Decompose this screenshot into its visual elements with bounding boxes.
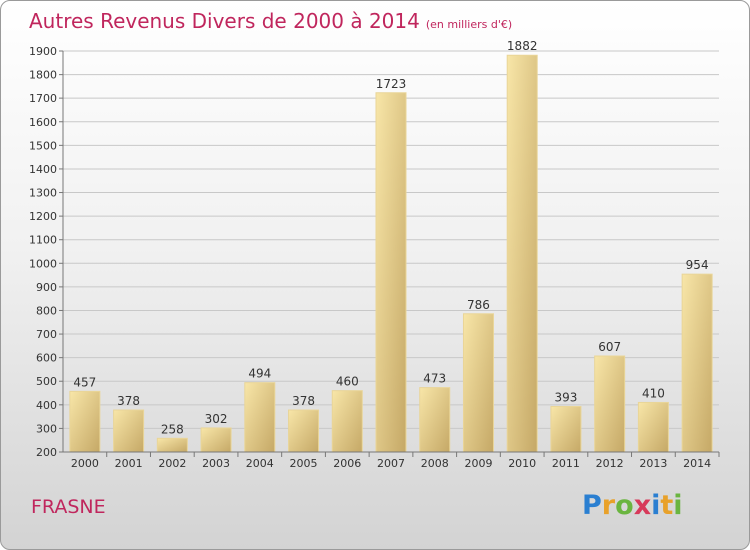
y-tick-label: 1700 [29, 92, 57, 105]
logo-letter: x [633, 490, 652, 521]
bar [156, 437, 188, 453]
y-tick-label: 600 [36, 352, 57, 365]
commune-name: FRASNE [31, 496, 106, 518]
y-tick-label: 200 [36, 446, 57, 459]
x-tick-label: 2004 [246, 457, 274, 470]
logo-letter: i [651, 490, 661, 521]
data-label: 457 [73, 375, 96, 389]
data-label: 258 [161, 422, 184, 436]
bar [200, 427, 232, 453]
x-tick-label: 2010 [508, 457, 536, 470]
y-tick-label: 300 [36, 422, 57, 435]
x-tick-label: 2011 [552, 457, 580, 470]
data-label: 607 [598, 340, 621, 354]
chart-title: Autres Revenus Divers de 2000 à 2014 (en … [29, 9, 512, 33]
logo-letter: t [660, 490, 674, 521]
proxiti-logo: Proxiti [582, 490, 683, 521]
y-tick-label: 1600 [29, 116, 57, 129]
y-axis: 200 300 400 500 600 700 800 900 1000 1100 1200 1300… [29, 45, 64, 459]
y-tick-label: 1000 [29, 257, 57, 270]
y-tick-label: 1900 [29, 45, 57, 58]
bar [288, 409, 320, 453]
x-tick-label: 2009 [464, 457, 492, 470]
data-label: 1882 [507, 39, 538, 53]
y-tick-label: 800 [36, 304, 57, 317]
data-label: 473 [423, 372, 446, 386]
bar [462, 313, 494, 453]
y-tick-label: 1400 [29, 163, 57, 176]
y-tick-label: 900 [36, 281, 57, 294]
y-tick-label: 400 [36, 399, 57, 412]
bar [331, 390, 363, 453]
bars: 457 378 258 302 494 378 460 1723 473 786 1882 393 60… [69, 39, 713, 453]
x-tick-label: 2013 [639, 457, 667, 470]
x-tick-label: 2001 [115, 457, 143, 470]
data-label: 378 [292, 394, 315, 408]
bar [681, 273, 713, 453]
bar [594, 355, 626, 453]
x-tick-label: 2003 [202, 457, 230, 470]
x-axis: 2000 2001 2002 2003 2004 2005 2006 2007 2008 2009… [63, 451, 720, 470]
data-label: 393 [554, 390, 577, 404]
data-label: 302 [205, 412, 228, 426]
bar [419, 387, 451, 453]
x-tick-label: 2012 [596, 457, 624, 470]
x-tick-label: 2002 [158, 457, 186, 470]
y-tick-label: 1200 [29, 210, 57, 223]
bar [244, 382, 276, 453]
y-tick-label: 1100 [29, 234, 57, 247]
chart-unit: (en milliers d'€) [425, 18, 513, 31]
bar [113, 409, 145, 453]
data-label: 1723 [376, 77, 407, 91]
data-label: 410 [642, 386, 665, 400]
bar [69, 390, 101, 453]
x-tick-label: 2006 [333, 457, 361, 470]
y-tick-label: 1800 [29, 69, 57, 82]
data-label: 378 [117, 394, 140, 408]
bar [637, 401, 669, 453]
bar [550, 405, 582, 453]
y-tick-label: 500 [36, 375, 57, 388]
y-tick-label: 1300 [29, 187, 57, 200]
bar [506, 54, 538, 453]
x-tick-label: 2000 [71, 457, 99, 470]
data-label: 786 [467, 298, 490, 312]
chart-title-text: Autres Revenus Divers de 2000 à 2014 [29, 9, 420, 33]
y-tick-label: 700 [36, 328, 57, 341]
x-tick-label: 2014 [683, 457, 711, 470]
data-label: 954 [686, 258, 709, 272]
x-tick-label: 2007 [377, 457, 405, 470]
y-tick-label: 1500 [29, 139, 57, 152]
logo-letter: i [673, 490, 683, 521]
data-label: 460 [336, 375, 359, 389]
bar [375, 92, 407, 453]
x-tick-label: 2005 [290, 457, 318, 470]
logo-letter: o [615, 490, 634, 521]
logo-letter: r [601, 490, 616, 521]
data-label: 494 [248, 367, 271, 381]
x-tick-label: 2008 [421, 457, 449, 470]
logo-letter: P [582, 490, 602, 521]
